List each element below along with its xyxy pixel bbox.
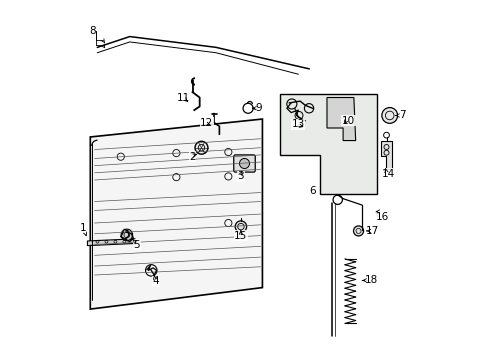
Polygon shape — [380, 140, 391, 169]
Text: 17: 17 — [366, 226, 379, 236]
Text: 12: 12 — [200, 118, 213, 128]
Text: 16: 16 — [375, 212, 388, 221]
Text: 7: 7 — [398, 111, 405, 121]
Polygon shape — [326, 98, 355, 140]
Text: 2: 2 — [189, 152, 195, 162]
Text: 4: 4 — [152, 276, 159, 286]
Text: 10: 10 — [341, 116, 354, 126]
Text: 15: 15 — [234, 231, 247, 240]
Text: 5: 5 — [133, 239, 140, 249]
Circle shape — [353, 226, 363, 236]
Circle shape — [381, 108, 397, 123]
Circle shape — [239, 158, 249, 168]
Polygon shape — [280, 94, 376, 194]
Text: 18: 18 — [365, 275, 378, 285]
Text: 8: 8 — [89, 26, 95, 36]
Polygon shape — [87, 239, 135, 246]
Circle shape — [235, 221, 246, 232]
FancyBboxPatch shape — [233, 155, 255, 172]
Text: 13: 13 — [291, 120, 305, 129]
Polygon shape — [90, 119, 262, 309]
Circle shape — [195, 141, 207, 154]
Text: 3: 3 — [237, 171, 244, 181]
Text: 11: 11 — [177, 93, 190, 103]
Text: 14: 14 — [381, 168, 394, 179]
Text: 1: 1 — [80, 224, 86, 233]
Text: 6: 6 — [309, 186, 315, 196]
Text: 9: 9 — [255, 103, 262, 113]
Circle shape — [121, 229, 132, 240]
